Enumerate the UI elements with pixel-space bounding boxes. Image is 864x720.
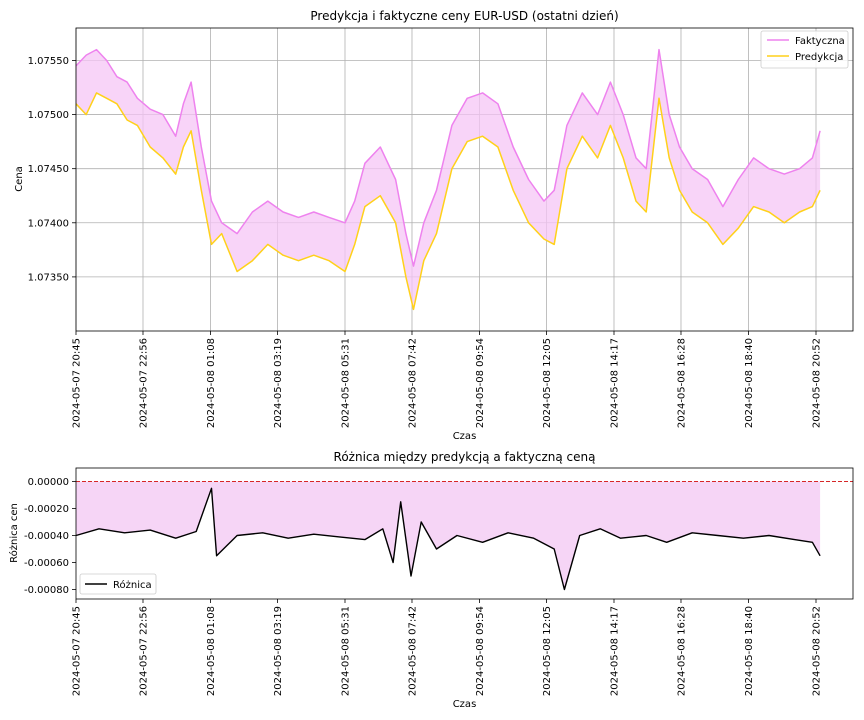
series-line-faktyczna bbox=[75, 48, 821, 267]
price-y-ticks: 1.07350 1.07400 1.07450 1.07500 1.07550 bbox=[28, 56, 76, 283]
price-chart: 1.07350 1.07400 1.07450 1.07500 1.07550 2024… bbox=[14, 9, 854, 442]
difference-x-tick-label: 2024-05-07 22:56 bbox=[138, 606, 149, 696]
difference-fill-area bbox=[76, 481, 821, 590]
price-x-tick-label: 2024-05-08 07:42 bbox=[407, 338, 418, 428]
price-x-tick-label: 2024-05-08 03:19 bbox=[273, 338, 284, 428]
price-y-tick-label: 1.07450 bbox=[28, 164, 69, 175]
difference-x-tick-label: 2024-05-08 12:05 bbox=[542, 606, 553, 696]
price-x-tick-label: 2024-05-08 12:05 bbox=[542, 338, 553, 428]
fill-between-area bbox=[76, 49, 821, 310]
price-x-tick-label: 2024-05-07 22:56 bbox=[138, 338, 149, 428]
price-x-ticks: 2024-05-07 20:45 2024-05-07 22:56 2024-05-… bbox=[72, 331, 823, 428]
difference-x-ticks: 2024-05-07 20:45 2024-05-07 22:56 2024-05-… bbox=[72, 599, 823, 696]
price-chart-title: Predykcja i faktyczne ceny EUR-USD (osta… bbox=[310, 9, 618, 23]
difference-y-tick-label: -0.00060 bbox=[24, 558, 69, 569]
difference-x-tick-label: 2024-05-08 18:40 bbox=[744, 606, 755, 696]
difference-x-tick-label: 2024-05-08 03:19 bbox=[273, 606, 284, 696]
price-plot-border bbox=[75, 27, 854, 332]
difference-chart-title: Różnica między predykcją a faktyczną cen… bbox=[334, 450, 596, 464]
legend-label-predykcja: Predykcja bbox=[795, 52, 843, 63]
difference-x-tick-label: 2024-05-08 09:54 bbox=[475, 606, 486, 696]
legend-label-faktyczna: Faktyczna bbox=[795, 36, 845, 47]
price-x-tick-label: 2024-05-08 09:54 bbox=[475, 338, 486, 428]
difference-x-tick-label: 2024-05-08 05:31 bbox=[340, 606, 351, 696]
price-x-tick-label: 2024-05-08 05:31 bbox=[340, 338, 351, 428]
price-x-tick-label: 2024-05-08 14:17 bbox=[609, 338, 620, 428]
difference-plot-border bbox=[75, 467, 854, 600]
price-y-tick-label: 1.07400 bbox=[28, 218, 69, 229]
price-plot-area bbox=[76, 28, 853, 331]
difference-legend-box bbox=[79, 573, 157, 595]
price-y-axis-label: Cena bbox=[14, 166, 25, 192]
price-y-tick-label: 1.07350 bbox=[28, 272, 69, 283]
difference-x-tick-label: 2024-05-08 01:08 bbox=[206, 606, 217, 696]
difference-x-tick-label: 2024-05-08 14:17 bbox=[609, 606, 620, 696]
difference-legend: Różnica bbox=[79, 573, 157, 595]
legend-label-roznica: Różnica bbox=[113, 579, 152, 591]
series-line-predykcja bbox=[75, 92, 821, 311]
price-x-tick-label: 2024-05-08 18:40 bbox=[744, 338, 755, 428]
price-y-tick-label: 1.07500 bbox=[28, 110, 69, 121]
difference-y-tick-label: -0.00040 bbox=[24, 531, 69, 542]
price-x-tick-label: 2024-05-08 01:08 bbox=[206, 338, 217, 428]
price-legend: Faktyczna Predykcja bbox=[760, 30, 849, 69]
price-x-tick-label: 2024-05-08 16:28 bbox=[676, 338, 687, 428]
difference-x-tick-label: 2024-05-08 16:28 bbox=[676, 606, 687, 696]
difference-y-axis-label: Różnica cen bbox=[8, 503, 20, 563]
difference-y-tick-label: 0.00000 bbox=[28, 477, 69, 488]
difference-x-tick-label: 2024-05-08 07:42 bbox=[407, 606, 418, 696]
difference-chart: -0.00080-0.00060-0.00040-0.000200.00000 … bbox=[8, 450, 854, 710]
price-x-tick-label: 2024-05-07 20:45 bbox=[72, 338, 83, 428]
difference-y-tick-label: -0.00020 bbox=[24, 504, 69, 515]
difference-x-tick-label: 2024-05-07 20:45 bbox=[72, 606, 83, 696]
difference-y-ticks: -0.00080 -0.00060 -0.00040 -0.00020 0.00000 bbox=[24, 477, 76, 596]
price-series-group bbox=[75, 48, 821, 311]
price-y-tick-label: 1.07550 bbox=[28, 56, 69, 67]
price-x-axis-label: Czas bbox=[453, 431, 477, 442]
series-line-roznica bbox=[75, 487, 821, 591]
price-x-tick-label: 2024-05-08 20:52 bbox=[812, 338, 823, 428]
difference-x-axis-label: Czas bbox=[453, 699, 477, 710]
difference-x-tick-label: 2024-05-08 20:52 bbox=[812, 606, 823, 696]
difference-y-tick-label: -0.00080 bbox=[24, 585, 69, 596]
difference-series-group bbox=[75, 487, 821, 591]
